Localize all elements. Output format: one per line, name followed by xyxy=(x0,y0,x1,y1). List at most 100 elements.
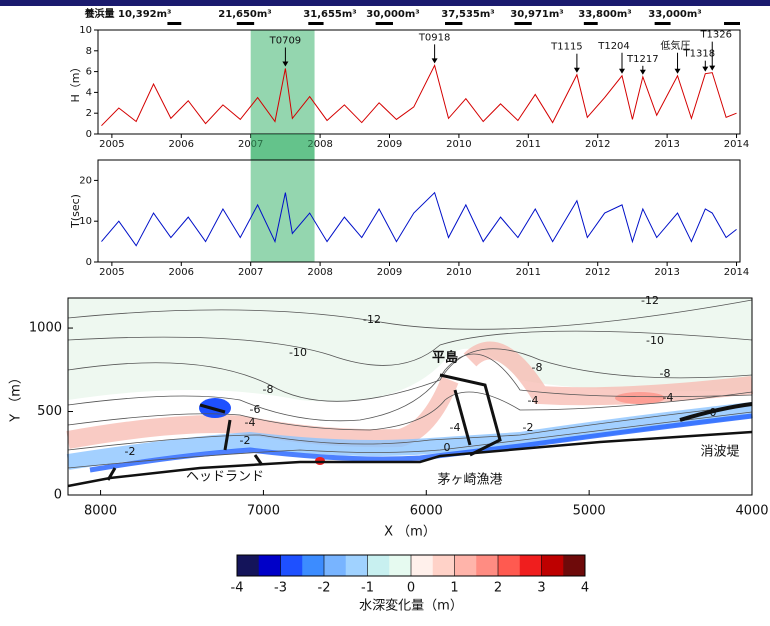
supply-label: 31,655m³ xyxy=(303,9,356,20)
colorbar-tick-label: 1 xyxy=(450,581,458,596)
field-shade xyxy=(89,413,753,473)
series-line xyxy=(101,63,737,127)
colorbar-tick-label: 2 xyxy=(494,581,502,596)
colorbar-cell xyxy=(432,555,455,576)
contour-label: -8 xyxy=(660,367,671,380)
plot-frame xyxy=(97,29,741,135)
x-tick-label: 6000 xyxy=(410,504,443,519)
annotation: T1318 xyxy=(683,49,716,60)
contour-label: -6 xyxy=(250,403,261,416)
colorbar-tick-label: 3 xyxy=(537,581,545,596)
field-shade xyxy=(66,402,753,470)
x-axis-label: X （m） xyxy=(384,525,436,540)
x-tick-label: 2008 xyxy=(307,139,332,150)
colorbar-tick-label: 4 xyxy=(581,581,589,596)
colorbar-cell xyxy=(345,555,368,576)
structure xyxy=(106,373,502,481)
x-tick-label: 2014 xyxy=(724,267,749,278)
supply-period xyxy=(236,22,255,25)
contour-label: -10 xyxy=(646,334,664,347)
annotation: T1326 xyxy=(699,30,732,41)
contour xyxy=(67,391,753,431)
colorbar-cell xyxy=(367,555,390,576)
place-label: 消波堤 xyxy=(700,445,739,460)
annotation: T1115 xyxy=(550,42,583,53)
colorbar-cell xyxy=(541,555,564,576)
contour-label: 0 xyxy=(710,406,717,419)
supply-label: 33,000m³ xyxy=(648,9,701,20)
supply-label: 21,650m³ xyxy=(218,9,271,20)
arrow-head xyxy=(674,68,681,74)
annotation: T0918 xyxy=(418,32,451,43)
y-tick-label: 0 xyxy=(86,129,92,140)
arrow-head xyxy=(702,66,709,72)
contour-label: -2 xyxy=(125,445,136,458)
contour xyxy=(67,348,753,402)
x-tick-label: 2005 xyxy=(99,267,124,278)
arrow-head xyxy=(573,67,580,73)
y-tick-label: 2 xyxy=(86,108,92,119)
contour-label: -12 xyxy=(641,294,659,307)
colorbar-label: 水深変化量（m） xyxy=(359,598,463,614)
colorbar-tick-label: -3 xyxy=(274,581,287,596)
arrow-head xyxy=(639,69,646,75)
y-axis-label: Y （m） xyxy=(9,371,24,423)
y-axis-label: T(sec) xyxy=(69,194,82,229)
y-tick-label: 4 xyxy=(86,87,92,98)
highlight-span xyxy=(250,134,315,262)
supply-label: 養浜量 10,392m³ xyxy=(84,7,172,20)
annotation: T1204 xyxy=(597,41,630,52)
colorbar-cell xyxy=(563,555,586,576)
colorbar-cell xyxy=(324,555,347,576)
map-frame xyxy=(67,297,753,496)
x-tick-label: 2008 xyxy=(307,267,332,278)
arrow-head xyxy=(619,68,626,74)
supply-label: 30,971m³ xyxy=(510,9,563,20)
x-tick-label: 2010 xyxy=(446,139,471,150)
supply-label: 30,000m³ xyxy=(366,9,419,20)
contour xyxy=(67,299,753,330)
colorbar-cell xyxy=(237,555,260,576)
colorbar-cell xyxy=(258,555,281,576)
arrow-head xyxy=(282,61,289,67)
y-tick-label: 500 xyxy=(37,404,62,419)
annotation: 低気圧 xyxy=(661,39,691,52)
contour-label: -4 xyxy=(663,391,674,404)
x-tick-label: 2011 xyxy=(516,139,541,150)
header-bar xyxy=(0,0,770,6)
y-tick-label: 0 xyxy=(54,488,62,503)
x-tick-label: 2014 xyxy=(724,139,749,150)
colorbar-cell xyxy=(411,555,434,576)
series-line xyxy=(101,191,737,247)
contour-label: -2 xyxy=(240,434,251,447)
y-tick-label: 10 xyxy=(79,216,92,227)
x-tick-label: 8000 xyxy=(84,504,117,519)
arrow-head xyxy=(709,65,716,71)
structure xyxy=(679,402,753,422)
supply-period xyxy=(445,22,463,25)
colorbar-tick-label: -4 xyxy=(231,581,244,596)
annotation: T1217 xyxy=(626,54,659,65)
colorbar-tick-label: 0 xyxy=(407,581,415,596)
contour-label: -12 xyxy=(363,313,381,326)
x-tick-label: 7000 xyxy=(247,504,280,519)
colorbar-cell xyxy=(476,555,499,576)
supply-period xyxy=(308,22,324,25)
annotation: T0709 xyxy=(269,35,302,46)
y-tick-label: 0 xyxy=(86,257,92,268)
x-tick-label: 2013 xyxy=(654,267,679,278)
contour xyxy=(67,353,753,422)
x-tick-label: 2012 xyxy=(585,139,610,150)
contour-label: -4 xyxy=(450,421,461,434)
map-field xyxy=(66,298,754,495)
x-tick-label: 2007 xyxy=(238,267,263,278)
supply-period xyxy=(654,22,671,25)
x-tick-label: 2011 xyxy=(516,267,541,278)
x-tick-label: 2009 xyxy=(377,267,402,278)
supply-period xyxy=(514,22,532,25)
place-label: 平島 xyxy=(432,350,458,366)
x-tick-label: 5000 xyxy=(573,504,606,519)
place-label: 茅ヶ崎漁港 xyxy=(437,473,502,488)
